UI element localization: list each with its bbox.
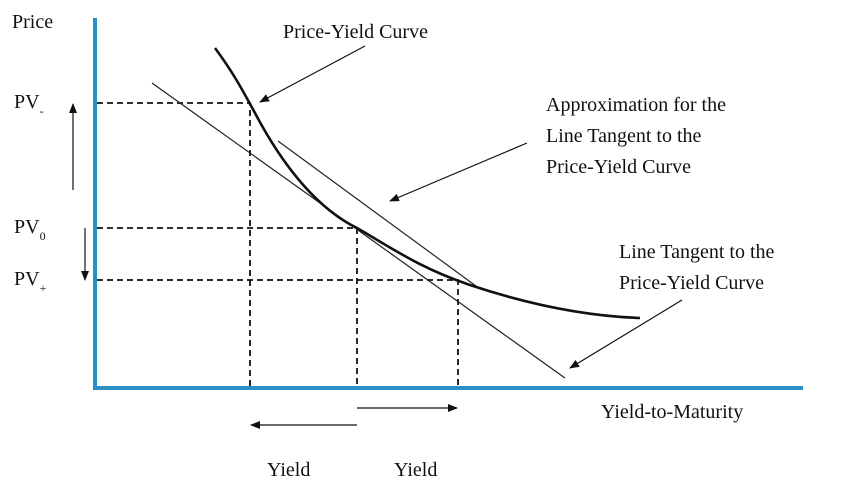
curve-annotation: Price-Yield Curve bbox=[283, 21, 428, 43]
x-axis-label: Yield-to-Maturity bbox=[601, 401, 743, 423]
yield-label: Yield bbox=[394, 459, 437, 481]
pv-subscript: + bbox=[40, 281, 47, 295]
pv-label: PV0 bbox=[14, 216, 46, 243]
tangent-line bbox=[151, 82, 566, 379]
yield-label: Yield bbox=[267, 459, 310, 481]
tangent-annotation: Price-Yield Curve bbox=[619, 272, 764, 294]
approximation-line bbox=[277, 140, 481, 290]
pv-subscript: - bbox=[40, 104, 44, 118]
curve-arrow bbox=[259, 45, 366, 103]
approximation-annotation: Approximation for the bbox=[546, 94, 726, 116]
tangent-annotation: Line Tangent to the bbox=[619, 241, 775, 263]
pv-label: PV- bbox=[14, 91, 44, 118]
pv-text: PV bbox=[14, 216, 40, 238]
pv-text: PV bbox=[14, 268, 40, 290]
guide-pv-plus bbox=[97, 279, 459, 386]
pv-text: PV bbox=[14, 91, 40, 113]
approximation-annotation: Line Tangent to the bbox=[546, 125, 702, 147]
pv-label: PV+ bbox=[14, 268, 47, 295]
price-yield-curve bbox=[213, 47, 641, 320]
tangent-arrow bbox=[569, 299, 683, 369]
y-axis-label: Price bbox=[12, 11, 53, 33]
guide-pv-minus bbox=[97, 102, 251, 386]
pv-subscript: 0 bbox=[40, 229, 46, 243]
guide-pv-zero bbox=[97, 227, 358, 386]
approximation-arrow bbox=[389, 142, 528, 202]
approximation-annotation: Price-Yield Curve bbox=[546, 156, 691, 178]
